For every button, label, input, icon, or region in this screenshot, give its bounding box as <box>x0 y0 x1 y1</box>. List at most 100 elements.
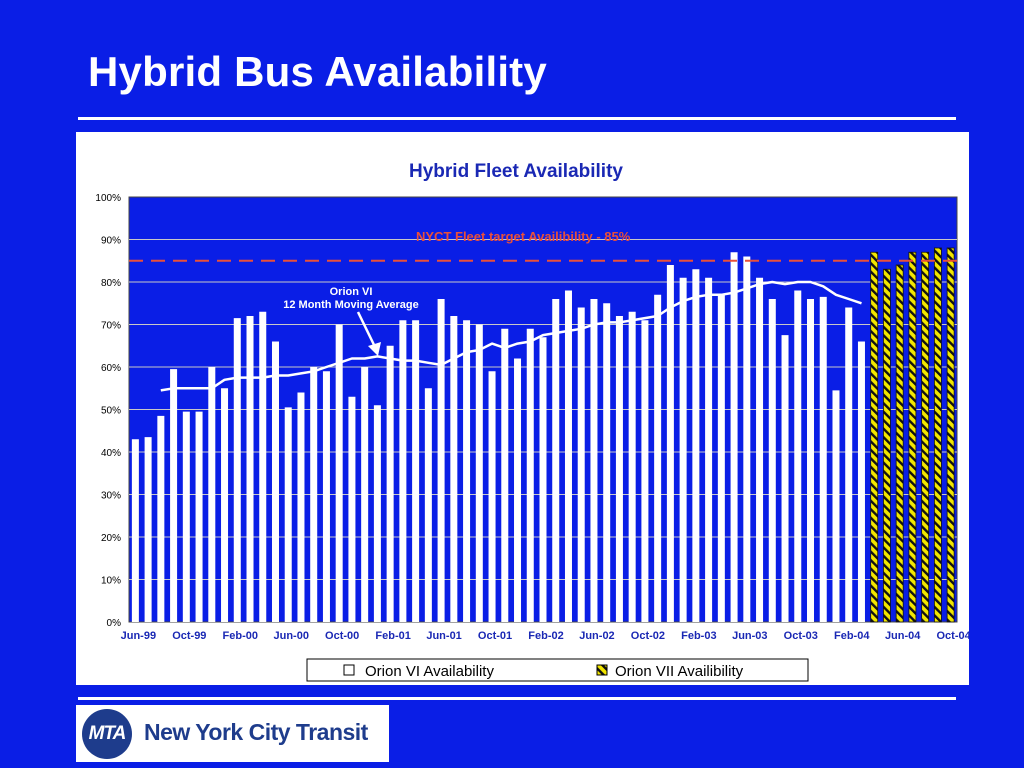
y-tick-label: 90% <box>101 236 121 247</box>
logo: MTA New York City Transit <box>76 705 389 762</box>
orion-vi-bar <box>450 316 458 622</box>
target-label: NYCT Fleet target Availibility - 85% <box>416 229 631 244</box>
x-tick-label: Feb-00 <box>223 630 258 642</box>
orion-vi-bar <box>539 337 547 622</box>
y-tick-label: 0% <box>107 618 122 629</box>
orion-vi-bar <box>514 358 522 622</box>
orion-vi-bar <box>577 307 585 622</box>
y-tick-label: 80% <box>101 278 121 289</box>
y-tick-label: 50% <box>101 406 121 417</box>
orion-vi-bar <box>743 256 751 622</box>
top-divider <box>78 117 956 120</box>
orion-vi-bar <box>781 335 789 622</box>
orion-vi-bar <box>692 269 700 622</box>
x-tick-label: Jun-99 <box>121 630 156 642</box>
x-tick-label: Oct-00 <box>325 630 359 642</box>
orion-vi-bar <box>373 405 381 622</box>
orion-vi-bar <box>845 307 853 622</box>
orion-vi-bar <box>131 439 139 622</box>
bottom-divider <box>78 697 956 700</box>
orion-vi-bar <box>424 388 432 622</box>
orion-vi-bar <box>666 265 674 622</box>
orion-vi-bar <box>832 390 840 622</box>
moving-average-arrow <box>356 311 381 356</box>
orion-vi-bar <box>615 316 623 622</box>
orion-vi-bar <box>564 290 572 622</box>
orion-vi-bar <box>182 411 190 622</box>
y-tick-label: 40% <box>101 448 121 459</box>
availability-chart: Hybrid Fleet Availability 0% 10% 20% 30% 40%… <box>95 161 969 682</box>
y-tick-label: 20% <box>101 533 121 544</box>
orion-vi-bar <box>628 311 636 622</box>
y-tick-label: 30% <box>101 491 121 502</box>
orion-vi-bar <box>208 367 216 622</box>
orion-vi-bar <box>284 407 292 622</box>
orion-vii-bar <box>921 251 930 623</box>
orion-vi-bar <box>794 290 802 622</box>
orion-vi-bar <box>807 299 815 622</box>
x-tick-label: Jun-04 <box>885 630 921 642</box>
orion-vi-bar <box>717 294 725 622</box>
orion-vi-bar <box>399 320 407 622</box>
orion-vi-bar <box>144 437 152 622</box>
orion-vi-bar <box>590 299 598 622</box>
orion-vii-bar <box>870 251 879 623</box>
orion-vii-bar <box>895 264 904 623</box>
x-tick-label: Oct-02 <box>631 630 665 642</box>
orion-vi-bar <box>463 320 471 622</box>
orion-vi-bar <box>412 320 420 622</box>
legend-orion-vi-label: Orion VI Availability <box>365 663 494 680</box>
orion-vii-bar <box>933 247 942 623</box>
legend-frame <box>306 658 809 682</box>
x-tick-label: Feb-04 <box>834 630 870 642</box>
orion-vi-bar <box>552 299 560 622</box>
orion-vi-bar <box>654 294 662 622</box>
legend: Orion VI Availability Orion VII Availibi… <box>306 658 809 682</box>
x-tick-label: Jun-01 <box>426 630 461 642</box>
orion-vi-bar <box>348 396 356 622</box>
orion-vi-bar <box>768 299 776 622</box>
orion-vi-bar <box>857 341 865 622</box>
x-tick-label: Jun-03 <box>732 630 767 642</box>
orion-vi-bar <box>170 369 178 622</box>
orion-vi-bar <box>297 392 305 622</box>
orion-vi-bar <box>603 303 611 622</box>
orion-vi-bar <box>679 277 687 622</box>
orion-vi-bar <box>705 277 713 622</box>
orion-vi-bar <box>361 367 369 622</box>
mta-logo-icon: MTA <box>82 709 132 759</box>
moving-average-line <box>160 280 862 392</box>
orion-vi-bar <box>221 388 229 622</box>
x-tick-label: Oct-03 <box>784 630 818 642</box>
y-axis-ticks: 0% 10% 20% 30% 40% 50% 60% 70% 80% 90% 100% <box>95 193 121 629</box>
orion-vi-bar <box>475 324 483 622</box>
slide-title: Hybrid Bus Availability <box>88 48 547 95</box>
orion-vi-bar <box>501 328 509 622</box>
moving-average-label-line2: 12 Month Moving Average <box>283 299 418 311</box>
legend-orion-vii-label: Orion VII Availibility <box>615 663 744 680</box>
x-tick-label: Oct-99 <box>172 630 206 642</box>
orion-vi-bar <box>641 320 649 622</box>
y-tick-label: 70% <box>101 321 121 332</box>
orion-vi-bar <box>259 311 267 622</box>
orion-vi-bar <box>488 371 496 622</box>
legend-orion-vi-swatch <box>343 664 355 676</box>
bars <box>131 247 955 623</box>
mta-logo-text: MTA <box>88 723 127 744</box>
orion-vi-bar <box>526 328 534 622</box>
x-tick-label: Jun-00 <box>273 630 308 642</box>
orion-vii-bar <box>908 251 917 623</box>
orion-vi-bar <box>322 371 330 622</box>
chart-panel: Hybrid Fleet Availability 0% 10% 20% 30% 40%… <box>76 132 969 685</box>
orion-vi-bar <box>730 252 738 622</box>
orion-vii-bar <box>883 268 891 623</box>
orion-vi-bar <box>157 415 165 622</box>
orion-vi-bar <box>271 341 279 622</box>
orion-vi-bar <box>246 316 254 622</box>
y-tick-label: 10% <box>101 576 121 587</box>
x-tick-label: Feb-03 <box>681 630 716 642</box>
orion-vii-bar <box>946 247 955 623</box>
moving-average-group <box>160 280 862 392</box>
logo-name: New York City Transit <box>144 719 368 745</box>
y-tick-label: 100% <box>95 193 121 204</box>
